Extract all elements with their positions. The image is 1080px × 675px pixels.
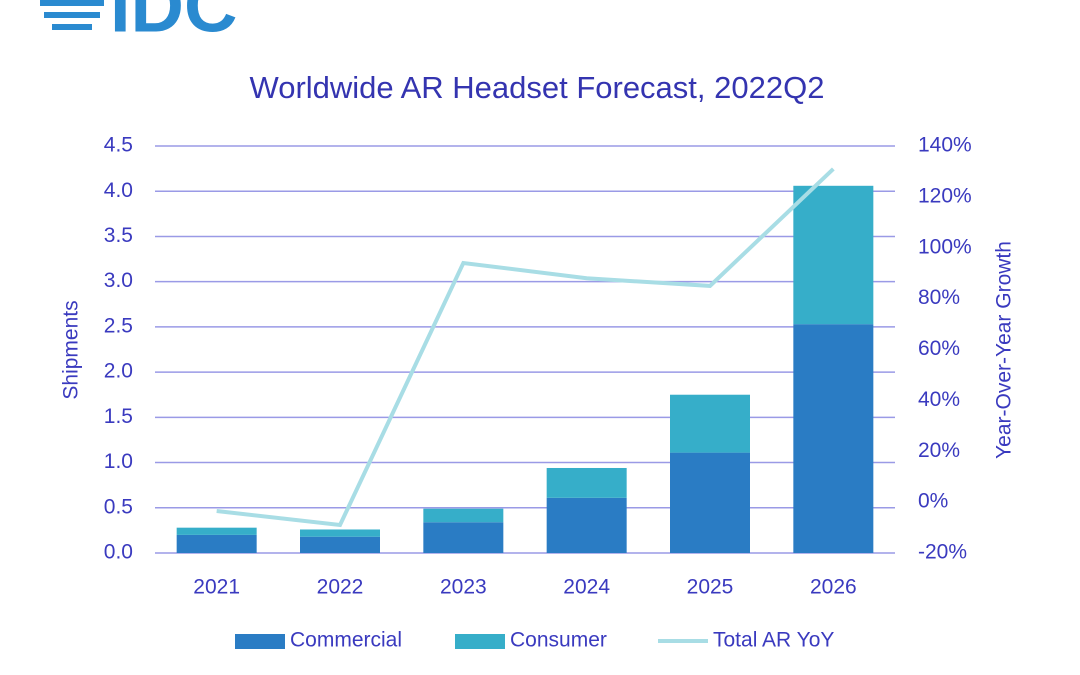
- y2-tick-label: 80%: [918, 286, 960, 309]
- legend-swatch: [235, 634, 285, 649]
- logo-stripe: [40, 0, 104, 6]
- bar-segment: [670, 394, 750, 453]
- bar-segment: [546, 497, 627, 553]
- y-tick-label: 2.0: [104, 360, 133, 383]
- x-tick-label: 2022: [317, 576, 364, 599]
- line: [216, 167, 835, 528]
- y-tick-label: 1.5: [104, 405, 133, 428]
- x-tick-label: 2023: [440, 576, 487, 599]
- y-tick-label: 1.0: [104, 450, 133, 473]
- bar-segment: [423, 522, 504, 553]
- y2-tick-label: 0%: [918, 490, 948, 513]
- y-tick-label: 0.0: [104, 541, 133, 564]
- y2-tick-label: 120%: [918, 184, 972, 207]
- legend-swatch: [455, 634, 505, 649]
- legend-label: Commercial: [290, 629, 402, 652]
- legend-label: Consumer: [510, 629, 607, 652]
- bar-segment: [793, 324, 874, 553]
- y-tick-label: 4.0: [104, 179, 133, 202]
- bar-segment: [546, 467, 627, 498]
- bar-segment: [176, 527, 257, 535]
- x-tick-label: 2024: [563, 576, 610, 599]
- bar-segment: [793, 185, 874, 325]
- y-tick-label: 4.5: [104, 134, 133, 157]
- bar-segment: [300, 536, 380, 553]
- bar-segment: [176, 534, 257, 553]
- y2-tick-label: 140%: [918, 134, 972, 157]
- y2-axis-title: Year-Over-Year Growth: [993, 241, 1016, 459]
- y-tick-label: 0.5: [104, 495, 133, 518]
- logo-stripe: [44, 12, 100, 18]
- y2-tick-label: 60%: [918, 337, 960, 360]
- bar-segment: [423, 508, 504, 523]
- logo: IDC: [40, 0, 237, 48]
- x-tick-label: 2021: [193, 576, 240, 599]
- y2-tick-label: 20%: [918, 439, 960, 462]
- y2-tick-label: 40%: [918, 388, 960, 411]
- logo-stripe: [52, 24, 92, 30]
- chart-title: Worldwide AR Headset Forecast, 2022Q2: [250, 70, 825, 105]
- y-axis-title: Shipments: [60, 300, 83, 399]
- logo-text: IDC: [110, 0, 237, 48]
- x-tick-label: 2026: [810, 576, 857, 599]
- x-tick-label: 2025: [687, 576, 734, 599]
- y-tick-label: 3.0: [104, 269, 133, 292]
- y2-tick-label: -20%: [918, 541, 967, 564]
- bar-segment: [300, 529, 380, 537]
- bar-segment: [670, 452, 750, 553]
- y-tick-label: 3.5: [104, 224, 133, 247]
- y2-tick-label: 100%: [918, 235, 972, 258]
- y-tick-label: 2.5: [104, 314, 133, 337]
- legend-label: Total AR YoY: [713, 629, 834, 652]
